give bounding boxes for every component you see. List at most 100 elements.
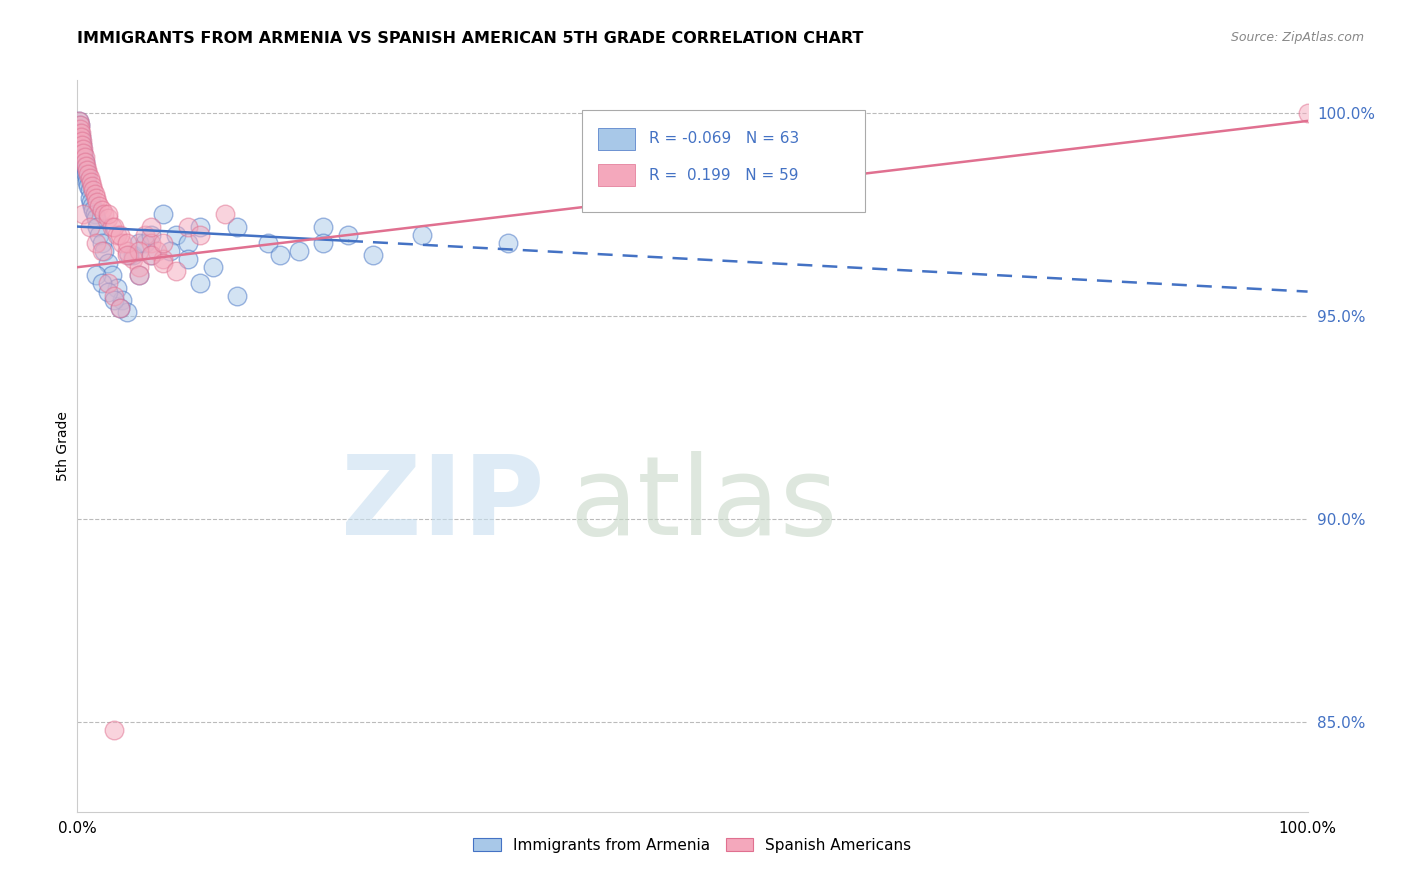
Point — [141, 235, 163, 250]
Point — [105, 227, 128, 242]
Point — [121, 248, 143, 262]
Point — [101, 268, 124, 283]
Point — [226, 288, 249, 302]
Point — [84, 268, 107, 283]
Point — [134, 235, 156, 250]
Point — [73, 159, 96, 173]
Point — [226, 219, 249, 234]
Point — [103, 288, 125, 302]
Point — [72, 146, 94, 161]
Text: Source: ZipAtlas.com: Source: ZipAtlas.com — [1230, 31, 1364, 45]
Point — [79, 183, 101, 197]
Point — [141, 248, 163, 262]
Point — [93, 207, 115, 221]
Point — [115, 248, 138, 262]
Point — [312, 219, 335, 234]
Point — [76, 170, 98, 185]
Point — [177, 252, 200, 266]
Point — [288, 244, 311, 258]
Point — [73, 154, 96, 169]
Point — [69, 118, 91, 132]
Point — [70, 130, 93, 145]
Point — [70, 126, 93, 140]
Point — [90, 277, 114, 291]
Point — [188, 227, 212, 242]
Point — [84, 211, 107, 226]
Point — [115, 235, 138, 250]
Point — [141, 248, 163, 262]
Point — [82, 183, 104, 197]
Point — [89, 227, 111, 242]
Point — [165, 227, 187, 242]
Point — [82, 178, 104, 193]
Point — [90, 203, 114, 218]
Y-axis label: 5th Grade: 5th Grade — [56, 411, 70, 481]
Point — [97, 211, 120, 226]
Point — [79, 191, 101, 205]
Point — [134, 227, 156, 242]
Point — [361, 248, 384, 262]
Point — [141, 219, 163, 234]
Point — [201, 260, 224, 275]
Point — [79, 219, 101, 234]
Point — [128, 268, 150, 283]
Point — [269, 248, 291, 262]
Text: atlas: atlas — [569, 451, 838, 558]
Point — [97, 256, 120, 270]
Point — [152, 235, 174, 250]
Point — [70, 134, 93, 148]
Text: R =  0.199   N = 59: R = 0.199 N = 59 — [650, 168, 799, 183]
Point — [101, 219, 124, 234]
Point — [75, 167, 97, 181]
Text: ZIP: ZIP — [342, 451, 546, 558]
Point — [69, 126, 91, 140]
Point — [496, 235, 519, 250]
Point — [72, 146, 94, 161]
Point — [97, 285, 120, 299]
Point — [128, 244, 150, 258]
Point — [103, 723, 125, 738]
Point — [118, 248, 141, 262]
Point — [152, 252, 174, 266]
Point — [70, 138, 93, 153]
Point — [177, 219, 200, 234]
Text: R = -0.069   N = 63: R = -0.069 N = 63 — [650, 131, 800, 146]
Point — [82, 199, 104, 213]
Point — [312, 235, 335, 250]
Point — [72, 151, 94, 165]
Point — [80, 195, 103, 210]
Point — [86, 219, 108, 234]
Point — [188, 219, 212, 234]
Point — [115, 305, 138, 319]
Point — [128, 268, 150, 283]
Point — [69, 122, 91, 136]
Point — [110, 227, 132, 242]
Point — [103, 219, 125, 234]
Point — [76, 162, 98, 177]
Point — [159, 244, 181, 258]
Point — [89, 199, 111, 213]
Point — [72, 207, 94, 221]
Point — [82, 203, 104, 218]
Point — [1296, 105, 1319, 120]
Point — [72, 142, 94, 156]
Point — [111, 293, 132, 307]
Point — [76, 175, 98, 189]
Legend: Immigrants from Armenia, Spanish Americans: Immigrants from Armenia, Spanish America… — [467, 831, 918, 859]
Point — [69, 118, 91, 132]
Point — [103, 293, 125, 307]
Point — [70, 134, 93, 148]
Point — [75, 162, 97, 177]
Point — [73, 151, 96, 165]
Point — [77, 167, 100, 181]
Point — [83, 207, 105, 221]
Point — [165, 264, 187, 278]
Point — [128, 260, 150, 275]
Point — [115, 244, 138, 258]
Point — [177, 235, 200, 250]
Point — [67, 114, 90, 128]
Point — [93, 244, 115, 258]
Point — [70, 142, 93, 156]
Point — [128, 235, 150, 250]
Point — [214, 207, 236, 221]
